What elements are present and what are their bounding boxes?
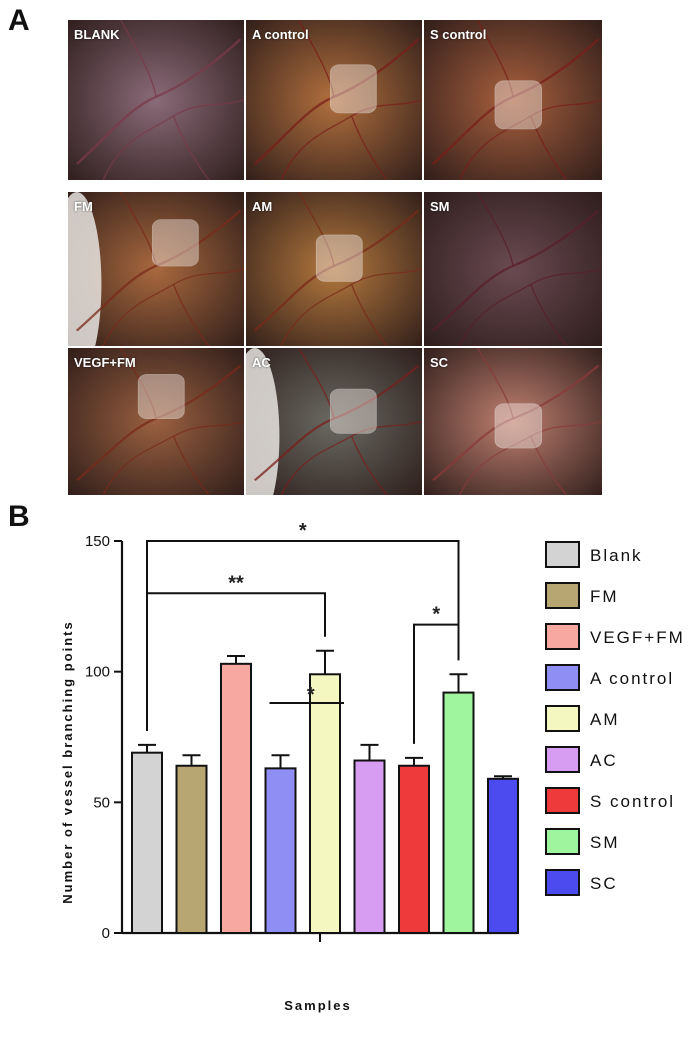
bar-blank	[131, 751, 163, 934]
cam-photo: FM	[68, 192, 244, 346]
bar-vegf-fm	[220, 662, 252, 934]
cam-photo: SC	[424, 348, 602, 495]
legend-label: AM	[590, 710, 620, 729]
legend-swatch	[545, 541, 580, 568]
significance-label: *	[307, 684, 315, 706]
photo-label: AC	[252, 355, 271, 370]
photo-label: A control	[252, 27, 309, 42]
legend-label: FM	[590, 587, 619, 606]
y-tick-label: 150	[85, 533, 110, 550]
legend-swatch	[545, 869, 580, 896]
bar-fm	[175, 764, 208, 934]
x-axis-title: Samples	[284, 998, 351, 1013]
photo-label: SM	[430, 199, 450, 214]
photo-label: AM	[252, 199, 273, 214]
y-tick-label: 100	[85, 664, 110, 681]
cam-photo: AC	[246, 348, 422, 495]
legend-label: S control	[590, 792, 675, 811]
photo-label: S control	[430, 27, 487, 42]
photo-label: FM	[74, 199, 93, 214]
y-tick-label: 50	[93, 794, 110, 811]
y-axis-title: Number of vessel branching points	[60, 620, 75, 903]
legend-swatch	[545, 623, 580, 650]
legend-swatch	[545, 787, 580, 814]
significance-label: **	[228, 572, 244, 594]
bar-sc	[487, 777, 519, 934]
photo-label: BLANK	[74, 27, 120, 42]
cam-photo: VEGF+FM	[68, 348, 244, 495]
legend-label: SC	[590, 874, 618, 893]
photo-label: SC	[430, 355, 449, 370]
bar-chart: 0 50 100 150 Number of vessel branching poin…	[0, 515, 692, 1033]
legend-swatch	[545, 582, 580, 609]
bar-s-control	[398, 764, 430, 934]
significance-label: *	[299, 520, 307, 542]
cam-photo: S control	[424, 20, 602, 180]
legend-swatch	[545, 828, 580, 855]
significance-bracket	[413, 623, 460, 744]
legend-swatch	[545, 705, 580, 732]
significance-label: *	[432, 604, 440, 626]
bar-sm	[442, 691, 475, 934]
panel-a-letter: A	[8, 4, 30, 37]
bar-ac	[353, 759, 386, 934]
legend-swatch	[545, 664, 580, 691]
photo-grid: BLANK A control S control FM AM SM VEGF+FM AC SC	[68, 20, 602, 495]
legend-label: AC	[590, 751, 618, 770]
photo-label: VEGF+FM	[74, 355, 136, 370]
cam-photo: AM	[246, 192, 422, 346]
y-tick-label: 0	[102, 925, 110, 942]
significance-bracket	[146, 592, 326, 731]
bar-a-control	[264, 767, 297, 934]
cam-photo: A control	[246, 20, 422, 180]
legend-swatch	[545, 746, 580, 773]
cam-photo: SM	[424, 192, 602, 346]
legend-label: A control	[590, 669, 674, 688]
legend-label: VEGF+FM	[590, 628, 685, 647]
panel-b-letter: B	[8, 500, 30, 533]
legend-label: SM	[590, 833, 620, 852]
legend-label: Blank	[590, 546, 643, 565]
cam-photo: BLANK	[68, 20, 244, 180]
bar-am	[309, 673, 341, 934]
